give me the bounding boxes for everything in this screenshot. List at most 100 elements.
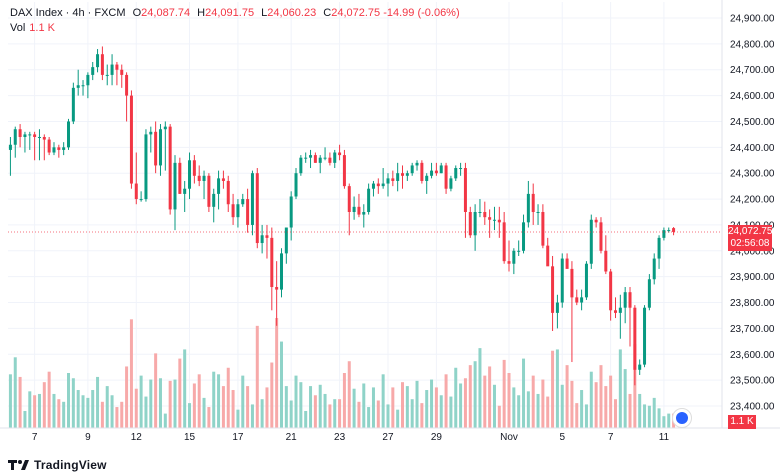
volume-bar [492,384,496,428]
candle-body [526,193,530,223]
volume-bar [551,350,555,428]
volume-bar [139,375,143,428]
high-label: H [197,7,206,19]
volume-bar [594,382,598,428]
candle-body [415,162,419,166]
volume-bar [188,403,192,428]
candle-body [628,292,632,308]
candle-body [202,175,206,181]
candle-body [342,155,346,187]
volume-bar [120,401,124,428]
volume-bar [570,380,574,428]
candle-body [536,212,540,213]
candle-body [33,134,37,137]
volume-bar [434,387,438,428]
volume-bar [313,395,317,428]
candle-body [347,186,351,212]
candle-body [91,67,95,75]
candle-body [255,173,259,244]
volume-bar [13,357,17,428]
tradingview-logo[interactable]: TradingView [8,458,107,472]
volume-bar [149,379,153,428]
volume-bar [275,318,279,428]
change-value: -14.99 (-0.06%) [383,7,460,19]
volume-bar [575,403,579,428]
volume-bar [328,404,332,428]
bar-countdown: 02:56:08 [730,237,770,249]
candle-body [328,157,332,163]
candle-body [517,250,521,252]
candle-body [289,196,293,228]
candle-body [473,212,477,236]
x-tick-label: 12 [131,432,143,443]
volume-bar [643,404,647,428]
candle-body [492,219,496,221]
volume-bar [483,375,487,428]
volume-bar [420,403,424,428]
volume-bar [91,390,95,428]
candle-body [52,147,56,153]
candle-body [444,165,448,189]
candle-body [149,131,153,135]
candle-body [555,302,559,313]
candle-body [483,212,487,218]
candle-body [580,297,584,303]
volume-bar [362,383,366,428]
volume-bar [110,395,114,428]
volume-bar [478,348,482,428]
candle-body [551,266,555,313]
candle-body [57,147,61,150]
candle-body [333,152,337,163]
low-value: 24,060.23 [267,7,317,19]
last-price-value: 24,072.75 [728,225,773,237]
candle-body [357,206,361,215]
candle-body [662,230,666,238]
volume-bar [67,373,71,428]
volume-bar [62,401,66,428]
volume-bar [129,319,133,428]
volume-bars [8,318,676,428]
x-tick-label: 5 [559,432,565,443]
volume-bar [81,395,85,428]
volume-bar [197,374,201,428]
candle-body [454,168,458,179]
y-tick-label: 24,200.00 [730,195,775,206]
volume-bar [294,375,298,428]
candle-body [42,136,46,140]
volume-bar [531,375,535,428]
candle-body [565,258,569,269]
volume-bar [565,365,569,428]
volume-bar [236,409,240,428]
candle-body [154,131,158,166]
candle-body [299,157,303,174]
volume-bar [125,366,129,428]
candles[interactable] [8,46,676,386]
candle-body [497,219,501,223]
volume-bar [42,382,46,428]
candle-body [139,199,143,201]
candle-body [507,261,511,264]
candle-body [560,258,564,303]
candle-body [207,175,211,207]
candle-body [604,250,608,272]
candle-body [434,170,438,174]
candle-body [594,219,598,223]
volume-bar [638,393,642,428]
low-label: L [261,7,268,19]
volume-bar [304,410,308,428]
volume-bar [376,400,380,428]
close-label: C [323,7,332,19]
volume-bar [459,383,463,428]
candle-body [270,237,274,288]
candle-body [241,199,245,205]
candle-body [81,85,85,87]
volume-bar [628,393,632,428]
volume-bar [255,325,259,428]
x-tick-label: 15 [184,432,196,443]
candle-body [86,74,90,86]
candle-body [304,157,308,159]
fxcm-icon[interactable] [672,408,692,428]
volume-bar [76,390,80,428]
